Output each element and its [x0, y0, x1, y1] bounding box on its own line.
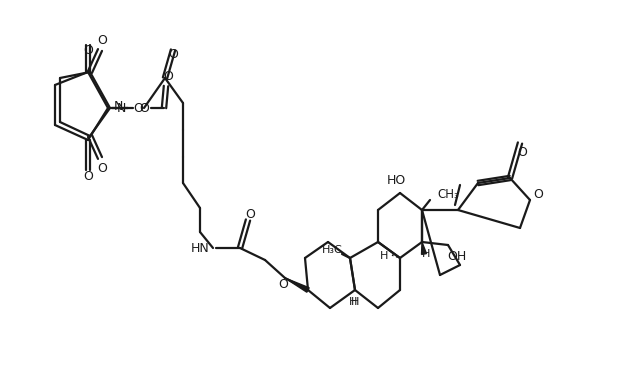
Text: O: O [139, 101, 149, 115]
Text: OH: OH [447, 250, 467, 264]
Polygon shape [285, 278, 309, 292]
Text: O: O [97, 162, 107, 175]
Text: O: O [278, 278, 288, 291]
Text: HO: HO [387, 175, 406, 188]
Text: O: O [133, 101, 143, 115]
Text: O: O [83, 170, 93, 183]
Text: H₃C: H₃C [322, 245, 342, 255]
Text: CH₃: CH₃ [437, 188, 459, 201]
Text: O: O [168, 49, 178, 62]
Text: O: O [533, 188, 543, 201]
Text: H: H [349, 297, 357, 307]
Text: O: O [97, 33, 107, 46]
Text: O: O [83, 44, 93, 57]
Text: N: N [117, 101, 126, 115]
Text: O: O [517, 147, 527, 159]
Polygon shape [422, 242, 426, 254]
Text: H: H [351, 297, 359, 307]
Text: N: N [114, 100, 124, 113]
Text: O: O [163, 69, 173, 82]
Text: HN: HN [190, 242, 209, 254]
Text: O: O [245, 208, 255, 221]
Text: H: H [380, 251, 388, 261]
Text: H: H [422, 249, 430, 259]
